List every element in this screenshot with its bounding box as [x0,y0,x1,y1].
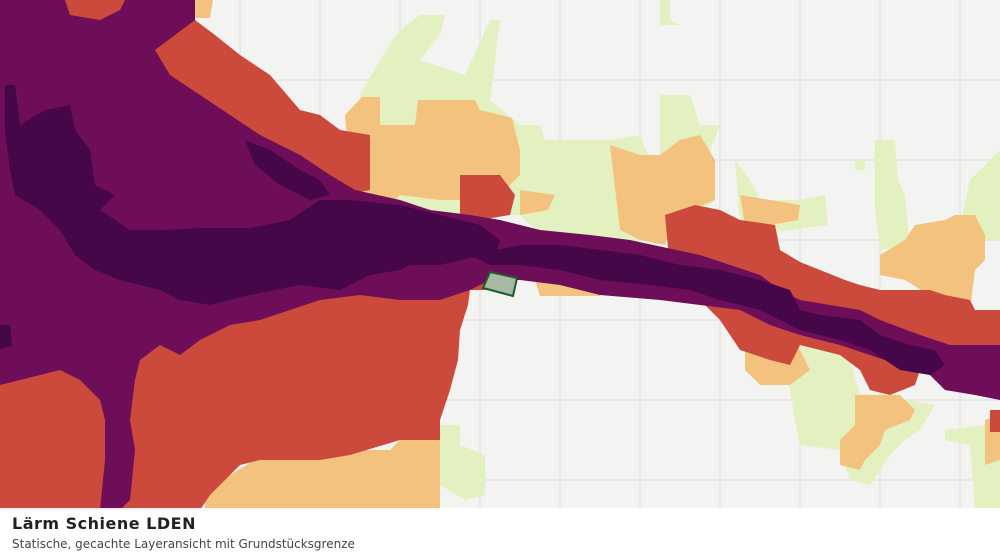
layer-subtitle: Statische, gecachte Layeransicht mit Gru… [12,537,355,551]
legend-panel: Lärm Schiene LDEN Statische, gecachte La… [0,508,1000,560]
noise-zone-70 [0,85,945,375]
layer-title: Lärm Schiene LDEN [12,514,196,533]
parcel-boundary [481,270,519,298]
